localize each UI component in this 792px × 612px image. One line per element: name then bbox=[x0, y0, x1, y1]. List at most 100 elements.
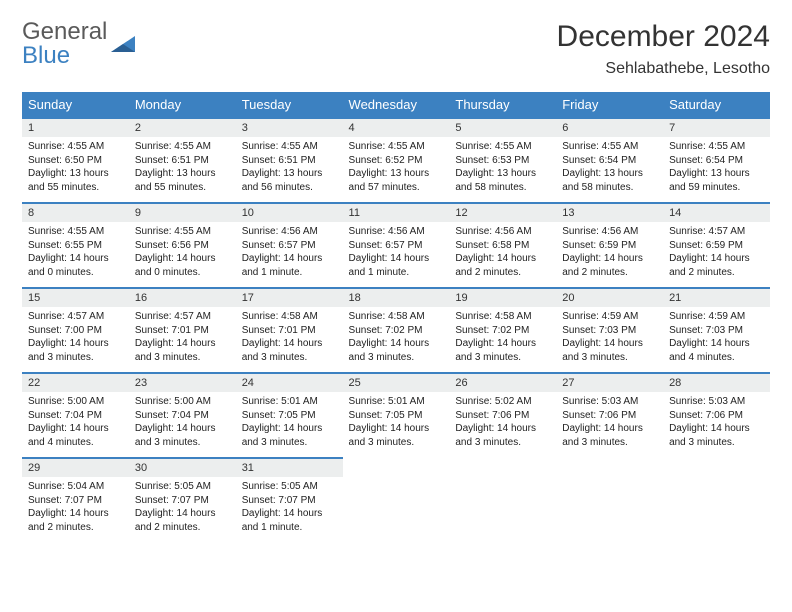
day-details: Sunrise: 4:55 AMSunset: 6:55 PMDaylight:… bbox=[22, 222, 129, 287]
sunset-line: Sunset: 7:01 PM bbox=[135, 324, 230, 338]
calendar-day-cell: 29Sunrise: 5:04 AMSunset: 7:07 PMDayligh… bbox=[22, 457, 129, 542]
day-number: 20 bbox=[556, 287, 663, 307]
sunset-line: Sunset: 7:05 PM bbox=[349, 409, 444, 423]
sunrise-line: Sunrise: 4:57 AM bbox=[135, 310, 230, 324]
sunrise-line: Sunrise: 4:57 AM bbox=[669, 225, 764, 239]
calendar-day-cell: 15Sunrise: 4:57 AMSunset: 7:00 PMDayligh… bbox=[22, 287, 129, 372]
weekday-header: Sunday bbox=[22, 92, 129, 117]
calendar-day-cell: 9Sunrise: 4:55 AMSunset: 6:56 PMDaylight… bbox=[129, 202, 236, 287]
day-number: 2 bbox=[129, 117, 236, 137]
daylight-line: Daylight: 14 hours and 4 minutes. bbox=[28, 422, 123, 449]
day-details: Sunrise: 4:55 AMSunset: 6:54 PMDaylight:… bbox=[663, 137, 770, 202]
sunrise-line: Sunrise: 4:55 AM bbox=[562, 140, 657, 154]
sunset-line: Sunset: 6:57 PM bbox=[242, 239, 337, 253]
day-details: Sunrise: 5:01 AMSunset: 7:05 PMDaylight:… bbox=[343, 392, 450, 457]
sunrise-line: Sunrise: 4:55 AM bbox=[669, 140, 764, 154]
sunset-line: Sunset: 7:06 PM bbox=[669, 409, 764, 423]
sunset-line: Sunset: 6:51 PM bbox=[135, 154, 230, 168]
calendar-day-cell: 11Sunrise: 4:56 AMSunset: 6:57 PMDayligh… bbox=[343, 202, 450, 287]
sunset-line: Sunset: 6:55 PM bbox=[28, 239, 123, 253]
day-details: Sunrise: 4:55 AMSunset: 6:56 PMDaylight:… bbox=[129, 222, 236, 287]
sunrise-line: Sunrise: 4:59 AM bbox=[562, 310, 657, 324]
day-details: Sunrise: 4:55 AMSunset: 6:51 PMDaylight:… bbox=[236, 137, 343, 202]
sunset-line: Sunset: 7:00 PM bbox=[28, 324, 123, 338]
day-number: 10 bbox=[236, 202, 343, 222]
calendar-day-cell: 2Sunrise: 4:55 AMSunset: 6:51 PMDaylight… bbox=[129, 117, 236, 202]
calendar-empty-cell bbox=[449, 457, 556, 542]
calendar-day-cell: 14Sunrise: 4:57 AMSunset: 6:59 PMDayligh… bbox=[663, 202, 770, 287]
day-number: 18 bbox=[343, 287, 450, 307]
daylight-line: Daylight: 14 hours and 3 minutes. bbox=[349, 337, 444, 364]
calendar-week-row: 15Sunrise: 4:57 AMSunset: 7:00 PMDayligh… bbox=[22, 287, 770, 372]
day-details: Sunrise: 4:56 AMSunset: 6:59 PMDaylight:… bbox=[556, 222, 663, 287]
weekday-header: Friday bbox=[556, 92, 663, 117]
daylight-line: Daylight: 14 hours and 3 minutes. bbox=[669, 422, 764, 449]
day-details: Sunrise: 4:59 AMSunset: 7:03 PMDaylight:… bbox=[663, 307, 770, 372]
sunset-line: Sunset: 6:52 PM bbox=[349, 154, 444, 168]
day-number: 19 bbox=[449, 287, 556, 307]
calendar-day-cell: 4Sunrise: 4:55 AMSunset: 6:52 PMDaylight… bbox=[343, 117, 450, 202]
day-number: 27 bbox=[556, 372, 663, 392]
day-details: Sunrise: 4:58 AMSunset: 7:02 PMDaylight:… bbox=[449, 307, 556, 372]
sunrise-line: Sunrise: 4:56 AM bbox=[562, 225, 657, 239]
day-number: 7 bbox=[663, 117, 770, 137]
calendar-empty-cell bbox=[556, 457, 663, 542]
sunset-line: Sunset: 6:57 PM bbox=[349, 239, 444, 253]
sunset-line: Sunset: 6:59 PM bbox=[669, 239, 764, 253]
calendar-day-cell: 31Sunrise: 5:05 AMSunset: 7:07 PMDayligh… bbox=[236, 457, 343, 542]
weekday-header: Thursday bbox=[449, 92, 556, 117]
sunset-line: Sunset: 7:06 PM bbox=[455, 409, 550, 423]
sunset-line: Sunset: 7:01 PM bbox=[242, 324, 337, 338]
calendar-empty-cell bbox=[343, 457, 450, 542]
sunset-line: Sunset: 7:07 PM bbox=[135, 494, 230, 508]
day-number: 1 bbox=[22, 117, 129, 137]
daylight-line: Daylight: 14 hours and 3 minutes. bbox=[455, 422, 550, 449]
location: Sehlabathebe, Lesotho bbox=[557, 60, 770, 78]
day-number: 26 bbox=[449, 372, 556, 392]
calendar-week-row: 1Sunrise: 4:55 AMSunset: 6:50 PMDaylight… bbox=[22, 117, 770, 202]
daylight-line: Daylight: 14 hours and 1 minute. bbox=[242, 252, 337, 279]
calendar-day-cell: 18Sunrise: 4:58 AMSunset: 7:02 PMDayligh… bbox=[343, 287, 450, 372]
sunrise-line: Sunrise: 4:56 AM bbox=[349, 225, 444, 239]
weekday-header: Wednesday bbox=[343, 92, 450, 117]
sunrise-line: Sunrise: 5:01 AM bbox=[242, 395, 337, 409]
sunrise-line: Sunrise: 5:03 AM bbox=[669, 395, 764, 409]
sunrise-line: Sunrise: 4:59 AM bbox=[669, 310, 764, 324]
calendar-day-cell: 13Sunrise: 4:56 AMSunset: 6:59 PMDayligh… bbox=[556, 202, 663, 287]
day-number: 28 bbox=[663, 372, 770, 392]
sunrise-line: Sunrise: 4:55 AM bbox=[349, 140, 444, 154]
sunrise-line: Sunrise: 4:56 AM bbox=[455, 225, 550, 239]
day-details: Sunrise: 4:56 AMSunset: 6:57 PMDaylight:… bbox=[343, 222, 450, 287]
daylight-line: Daylight: 13 hours and 55 minutes. bbox=[28, 167, 123, 194]
day-number: 5 bbox=[449, 117, 556, 137]
sunrise-line: Sunrise: 4:55 AM bbox=[28, 225, 123, 239]
sunrise-line: Sunrise: 5:05 AM bbox=[242, 480, 337, 494]
sunset-line: Sunset: 6:54 PM bbox=[669, 154, 764, 168]
sunrise-line: Sunrise: 4:58 AM bbox=[455, 310, 550, 324]
day-number: 16 bbox=[129, 287, 236, 307]
sunrise-line: Sunrise: 4:55 AM bbox=[135, 140, 230, 154]
calendar-day-cell: 27Sunrise: 5:03 AMSunset: 7:06 PMDayligh… bbox=[556, 372, 663, 457]
day-number: 29 bbox=[22, 457, 129, 477]
sunset-line: Sunset: 7:03 PM bbox=[669, 324, 764, 338]
day-details: Sunrise: 4:55 AMSunset: 6:50 PMDaylight:… bbox=[22, 137, 129, 202]
day-number: 22 bbox=[22, 372, 129, 392]
calendar-day-cell: 12Sunrise: 4:56 AMSunset: 6:58 PMDayligh… bbox=[449, 202, 556, 287]
day-number: 3 bbox=[236, 117, 343, 137]
day-details: Sunrise: 4:59 AMSunset: 7:03 PMDaylight:… bbox=[556, 307, 663, 372]
day-details: Sunrise: 4:57 AMSunset: 7:01 PMDaylight:… bbox=[129, 307, 236, 372]
sunset-line: Sunset: 6:53 PM bbox=[455, 154, 550, 168]
daylight-line: Daylight: 14 hours and 4 minutes. bbox=[669, 337, 764, 364]
daylight-line: Daylight: 13 hours and 59 minutes. bbox=[669, 167, 764, 194]
day-details: Sunrise: 5:05 AMSunset: 7:07 PMDaylight:… bbox=[236, 477, 343, 542]
weekday-header: Tuesday bbox=[236, 92, 343, 117]
sunrise-line: Sunrise: 4:58 AM bbox=[242, 310, 337, 324]
calendar-day-cell: 19Sunrise: 4:58 AMSunset: 7:02 PMDayligh… bbox=[449, 287, 556, 372]
calendar-week-row: 22Sunrise: 5:00 AMSunset: 7:04 PMDayligh… bbox=[22, 372, 770, 457]
brand-line2: Blue bbox=[22, 44, 107, 68]
sunset-line: Sunset: 6:59 PM bbox=[562, 239, 657, 253]
day-details: Sunrise: 5:03 AMSunset: 7:06 PMDaylight:… bbox=[556, 392, 663, 457]
day-details: Sunrise: 4:57 AMSunset: 7:00 PMDaylight:… bbox=[22, 307, 129, 372]
daylight-line: Daylight: 14 hours and 0 minutes. bbox=[28, 252, 123, 279]
day-number: 21 bbox=[663, 287, 770, 307]
